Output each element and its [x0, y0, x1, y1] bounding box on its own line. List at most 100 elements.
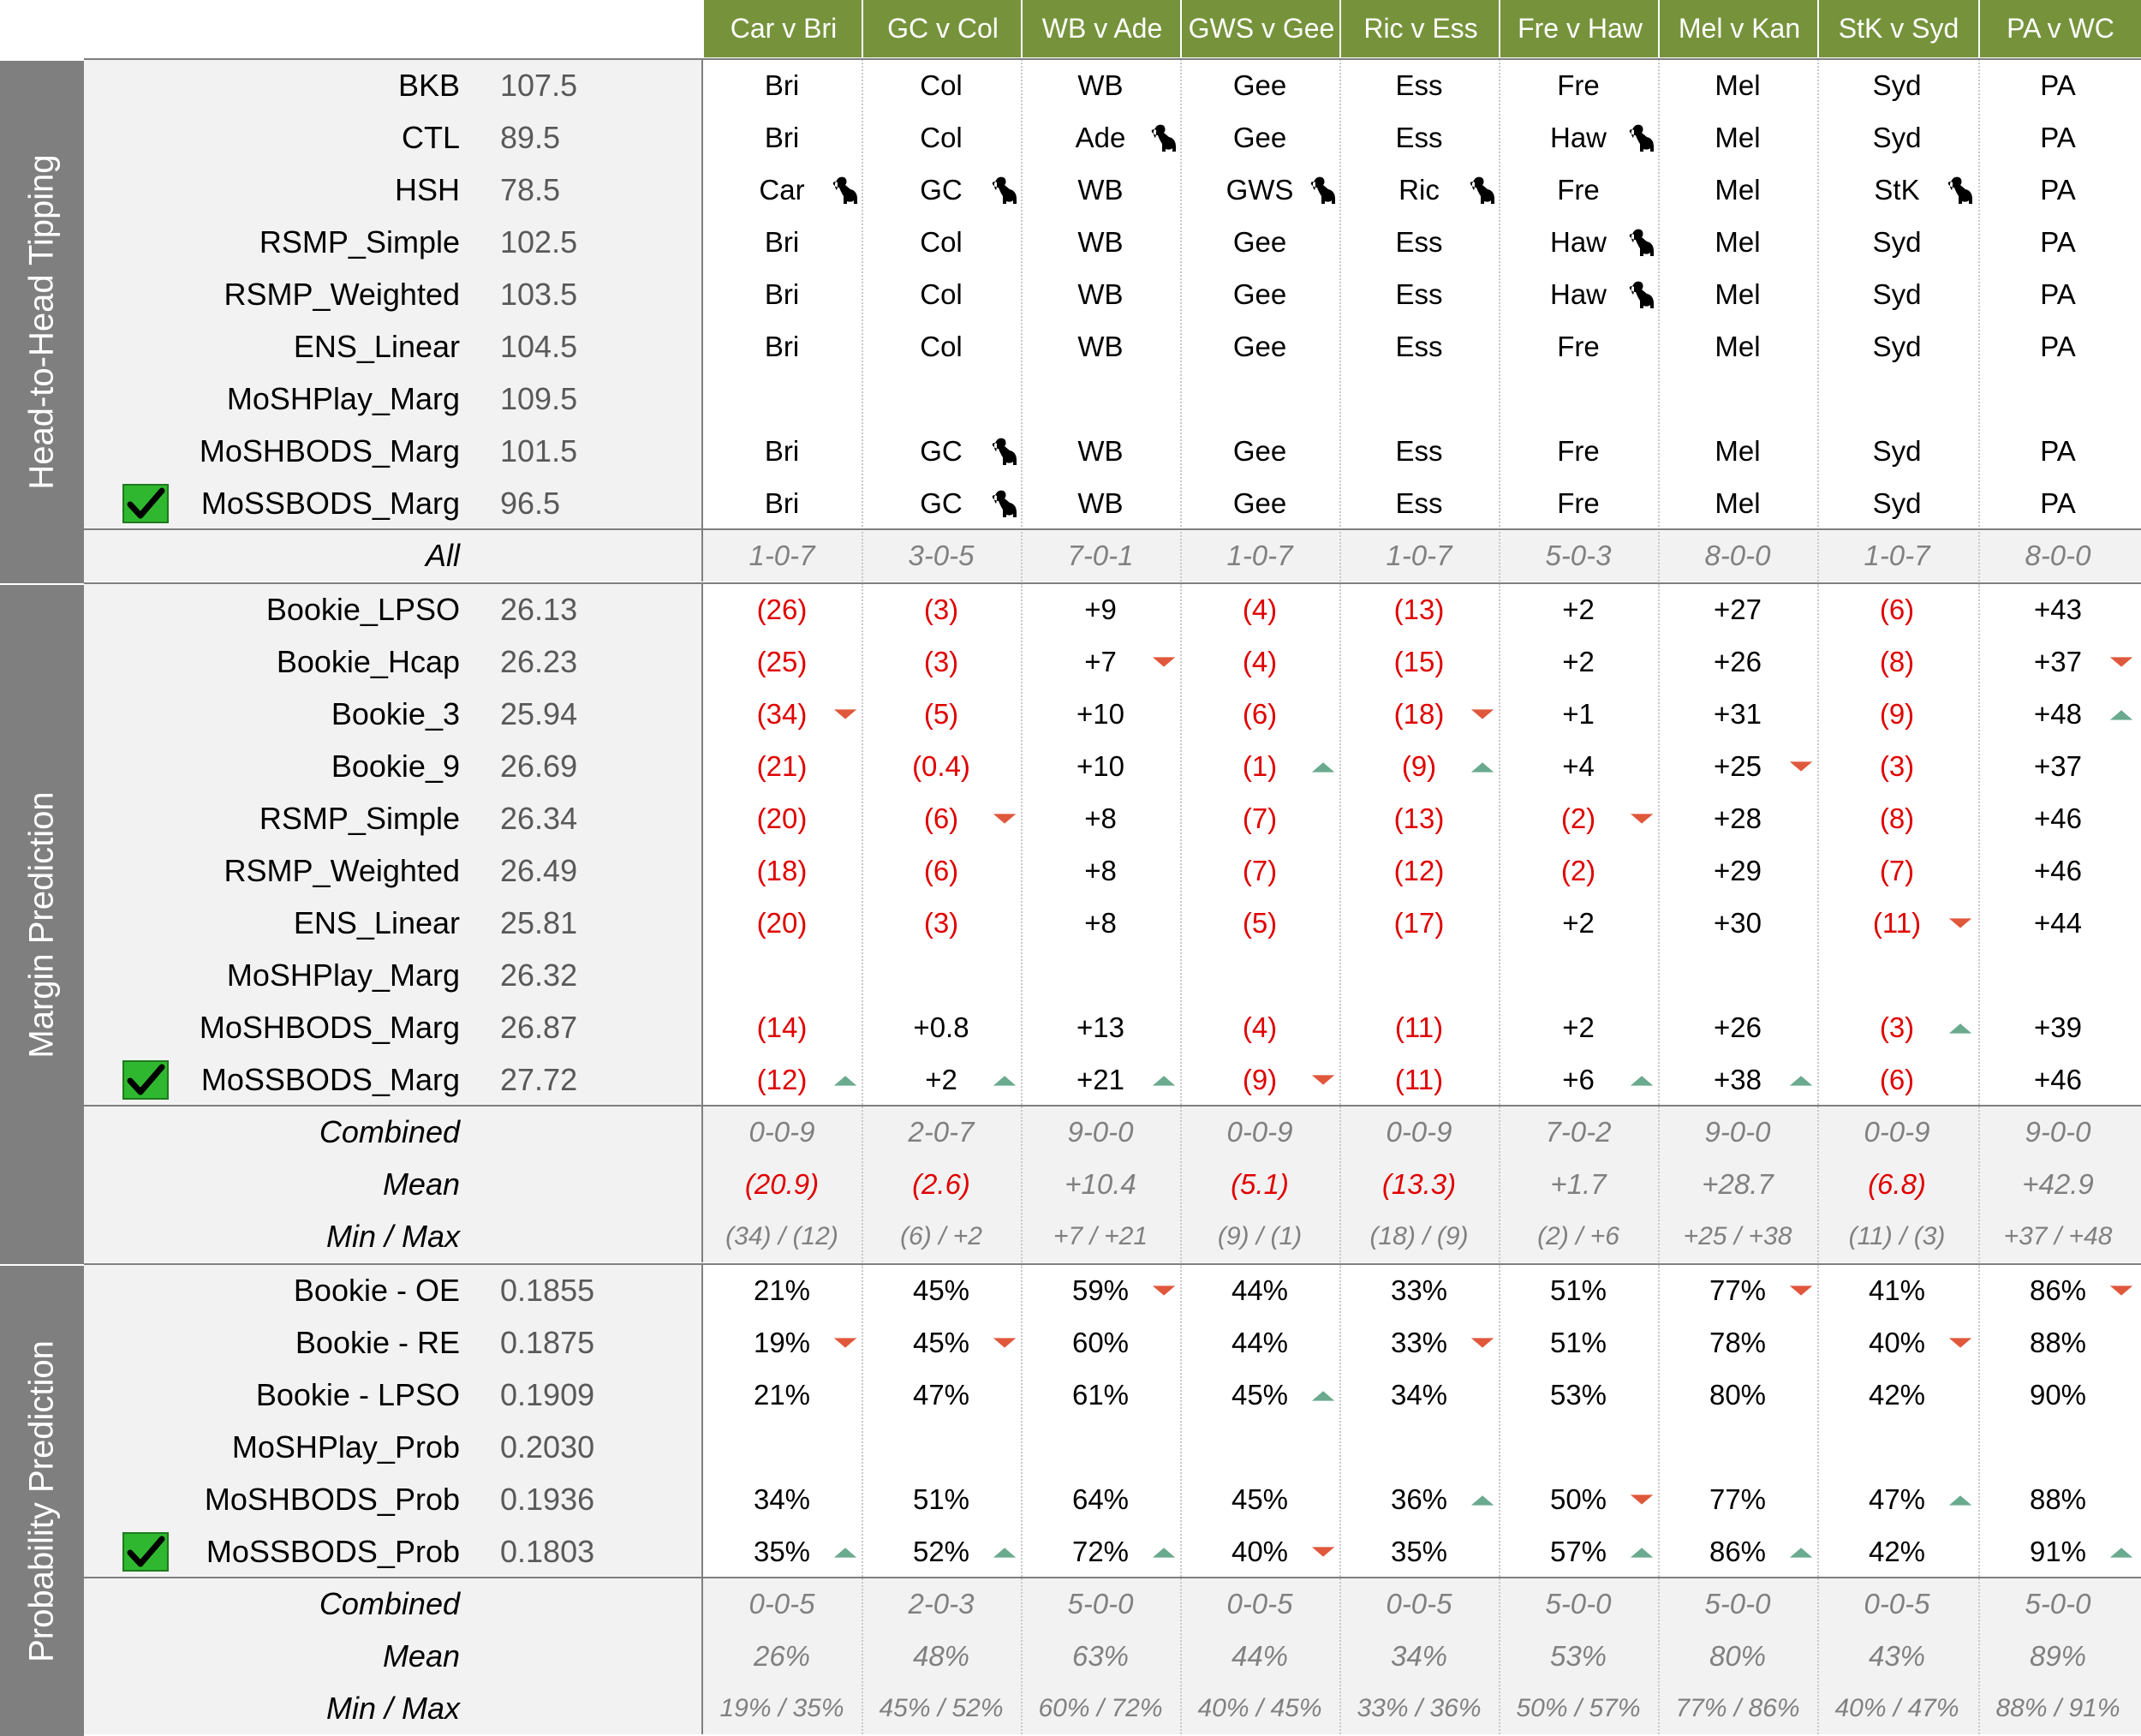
table-cell: (26): [702, 583, 862, 635]
cell-value: (12): [1393, 855, 1445, 886]
cell-value: Syd: [1872, 435, 1922, 467]
column-header-3: WB v Ade: [1021, 0, 1182, 57]
table-cell: Ess: [1339, 268, 1499, 320]
table-cell: Car: [702, 164, 862, 216]
cell-value: 51%: [1549, 1327, 1607, 1358]
table-cell: +37: [1978, 635, 2138, 688]
down-triangle-icon: [1948, 1338, 1972, 1348]
table-cell: Col: [862, 320, 1021, 373]
cell-value: 47%: [1868, 1483, 1926, 1515]
table-cell: [702, 373, 862, 425]
table-cell: 77%: [1658, 1473, 1817, 1525]
table-cell: 78%: [1658, 1316, 1817, 1369]
column-separator: [862, 59, 863, 582]
down-triangle-icon: [833, 1338, 857, 1348]
table-cell: 36%: [1339, 1473, 1499, 1525]
table-cell: (0.4): [862, 740, 1021, 792]
model-name: Bookie_9: [331, 749, 460, 784]
summary-cell: (18) / (9): [1339, 1210, 1499, 1262]
cell-value: Bri: [764, 122, 800, 153]
table-cell: (1): [1180, 740, 1339, 792]
table-cell: 41%: [1817, 1264, 1977, 1316]
cell-value: [702, 373, 862, 425]
summary-value: +42.9: [2022, 1168, 2094, 1200]
model-score: 103.5: [500, 277, 578, 312]
summary-cell: 0-0-5: [1817, 1578, 1977, 1630]
summary-cell: 40% / 45%: [1180, 1682, 1339, 1734]
summary-cell: 3-0-5: [862, 529, 1021, 582]
table-cell: 40%: [1817, 1316, 1977, 1369]
cell-value: 86%: [1709, 1536, 1767, 1567]
table-cell: (18): [702, 844, 862, 897]
cell-value: (7): [1879, 855, 1915, 886]
table-cell: Syd: [1817, 59, 1977, 111]
cell-value: [1180, 373, 1339, 425]
model-name: MoSSBODS_Marg: [200, 1062, 460, 1097]
summary-value: 26%: [753, 1640, 811, 1672]
table-cell: (17): [1339, 897, 1499, 949]
model-name: MoSHBODS_Marg: [199, 433, 460, 468]
cell-value: 21%: [753, 1379, 811, 1411]
cell-value: PA: [2040, 69, 2076, 101]
cell-value: PA: [2040, 487, 2076, 519]
cell-value: +27: [1714, 594, 1762, 625]
table-cell: Gee: [1180, 216, 1339, 268]
table-cell: (8): [1817, 635, 1977, 688]
table-cell: 19%: [702, 1316, 862, 1369]
cell-value: Gee: [1232, 435, 1287, 467]
table-cell: Fre: [1499, 59, 1658, 111]
table-cell: Col: [862, 268, 1021, 320]
cell-value: Ade: [1075, 122, 1126, 153]
up-triangle-icon: [1311, 762, 1335, 773]
cell-value: 34%: [1390, 1379, 1448, 1411]
cell-value: PA: [2040, 122, 2076, 153]
table-row: RSMP_Weighted 26.49 (18) (6) +8 (7) (12) (2) +29…: [0, 844, 2141, 897]
cell-value: 53%: [1549, 1379, 1607, 1411]
table-cell: +2: [1499, 1001, 1658, 1053]
summary-value: (6.8): [1868, 1168, 1926, 1200]
cell-value: Syd: [1872, 122, 1922, 153]
table-row: MoSSBODS_Marg 27.72 (12) +2 +21 (9) (11) +6 +38 (…: [0, 1053, 2141, 1106]
cell-value: [1499, 949, 1658, 1001]
table-cell: 42%: [1817, 1369, 1977, 1421]
column-separator: [1978, 583, 1980, 1262]
cell-value: 47%: [912, 1379, 970, 1411]
model-score: 0.1909: [500, 1377, 595, 1412]
summary-value: 77% / 86%: [1675, 1694, 1800, 1722]
cell-value: Mel: [1715, 122, 1761, 153]
table-cell: Fre: [1499, 320, 1658, 373]
table-cell: (3): [862, 897, 1021, 949]
summary-value: 5-0-0: [1545, 1588, 1612, 1620]
table-cell: [1180, 949, 1339, 1001]
table-cell: [702, 949, 862, 1001]
model-score: 0.1803: [500, 1534, 595, 1569]
table-row: CTL 89.5 Bri Col Ade Gee Ess Haw Mel Syd PA: [0, 111, 2141, 164]
summary-value: 89%: [2029, 1640, 2087, 1672]
table-cell: 44%: [1180, 1316, 1339, 1369]
table-cell: (7): [1180, 792, 1339, 844]
cell-value: [702, 949, 862, 1001]
cell-value: 19%: [753, 1327, 811, 1358]
summary-row: All 1-0-7 3-0-5 7-0-1 1-0-7 1-0-7 5-0-3 8-0-0 1-…: [0, 529, 2141, 582]
table-cell: Col: [862, 216, 1021, 268]
table-cell: Ade: [1021, 111, 1180, 164]
table-cell: Bri: [702, 59, 862, 111]
summary-value: 9-0-0: [1704, 1116, 1771, 1148]
summary-cell: 5-0-3: [1499, 529, 1658, 582]
cell-value: Bri: [764, 278, 800, 310]
cell-value: 59%: [1071, 1274, 1130, 1306]
table-cell: (6): [862, 844, 1021, 897]
table-cell: 57%: [1499, 1525, 1658, 1578]
cell-value: +37: [2034, 646, 2082, 677]
checkmark-icon: [122, 1060, 169, 1100]
table-cell: [1499, 373, 1658, 425]
cell-value: (6): [1879, 1064, 1915, 1095]
cell-value: +39: [2034, 1011, 2082, 1043]
table-cell: (11): [1817, 897, 1977, 949]
summary-value: 7-0-2: [1545, 1116, 1612, 1148]
model-score: 78.5: [500, 172, 561, 207]
model-name: Bookie_Hcap: [276, 644, 460, 679]
table-cell: 44%: [1180, 1264, 1339, 1316]
table-cell: [1499, 949, 1658, 1001]
table-cell: (9): [1817, 688, 1977, 740]
